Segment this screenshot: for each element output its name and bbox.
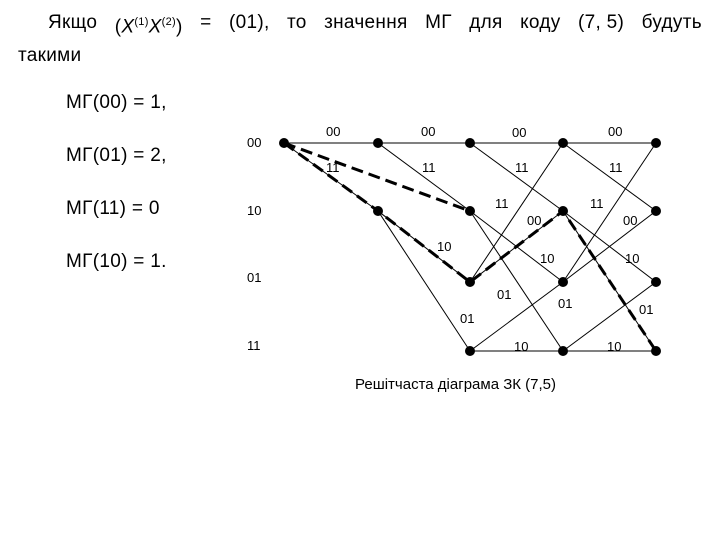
branch-label: 01 bbox=[639, 302, 654, 317]
node bbox=[373, 138, 383, 148]
metric-10: МГ(10) = 1. bbox=[66, 251, 167, 272]
node bbox=[558, 346, 568, 356]
word: для bbox=[469, 12, 503, 33]
word: коду bbox=[520, 12, 561, 33]
branch-label: 01 bbox=[558, 296, 573, 311]
node bbox=[465, 138, 475, 148]
dashed-path bbox=[283, 141, 658, 352]
branch-label: 11 bbox=[422, 160, 436, 175]
trellis-nodes bbox=[279, 138, 661, 356]
word: будуть bbox=[641, 12, 702, 33]
branch-label: 11 bbox=[609, 160, 623, 175]
metric-01: МГ(01) = 2, bbox=[66, 145, 167, 166]
node bbox=[558, 138, 568, 148]
dashed-path bbox=[283, 141, 471, 213]
word: = bbox=[200, 12, 212, 33]
branch-label: 00 bbox=[421, 124, 436, 139]
node bbox=[465, 277, 475, 287]
state-label: 01 bbox=[247, 270, 262, 285]
branch bbox=[469, 142, 564, 283]
branch bbox=[469, 281, 564, 352]
branch-label: 11 bbox=[326, 160, 340, 175]
node bbox=[373, 206, 383, 216]
metric-11: МГ(11) = 0 bbox=[66, 198, 160, 219]
branch bbox=[562, 142, 657, 212]
branch-label: 10 bbox=[540, 251, 555, 266]
word: МГ bbox=[425, 12, 452, 33]
state-label: 11 bbox=[247, 338, 261, 353]
word: (7, 5) bbox=[577, 12, 625, 33]
trellis-branches bbox=[283, 142, 657, 352]
intro-line-2: такими bbox=[18, 45, 82, 67]
node bbox=[651, 206, 661, 216]
diagram-caption: Решітчаста діаграма ЗК (7,5) bbox=[355, 376, 557, 393]
word: то bbox=[287, 12, 307, 33]
node bbox=[465, 206, 475, 216]
survivor-paths bbox=[283, 141, 658, 352]
state-label: 10 bbox=[247, 203, 262, 218]
node bbox=[279, 138, 289, 148]
branch bbox=[562, 210, 657, 283]
branch-label: 00 bbox=[623, 213, 638, 228]
node bbox=[465, 346, 475, 356]
branch bbox=[562, 142, 657, 283]
state-label: 00 bbox=[247, 135, 262, 150]
branch bbox=[562, 281, 657, 352]
branch bbox=[377, 210, 471, 352]
node bbox=[651, 277, 661, 287]
branch-label: 10 bbox=[625, 251, 640, 266]
word-pair: (X(1)X(2)) bbox=[114, 16, 183, 38]
branch-label: 10 bbox=[607, 339, 622, 354]
node bbox=[651, 346, 661, 356]
branch-label: 01 bbox=[460, 311, 475, 326]
branch bbox=[469, 210, 564, 352]
branch-label: 00 bbox=[527, 213, 542, 228]
branch-label: 01 bbox=[497, 287, 512, 302]
branch-label: 11 bbox=[515, 160, 529, 175]
branch-label: 00 bbox=[326, 124, 341, 139]
intro-text: Якщо (X(1)X(2)) = (01), то значення МГ д… bbox=[18, 8, 702, 70]
metric-00: МГ(00) = 1, bbox=[66, 92, 167, 113]
node bbox=[558, 206, 568, 216]
branch bbox=[377, 142, 471, 212]
word: значення bbox=[324, 12, 408, 33]
node bbox=[558, 277, 568, 287]
branch-label: 00 bbox=[608, 124, 623, 139]
branch-label: 11 bbox=[495, 196, 509, 211]
word: (01), bbox=[228, 12, 270, 33]
intro-line-1: Якщо (X(1)X(2)) = (01), то значення МГ д… bbox=[18, 8, 702, 41]
branch bbox=[469, 142, 564, 212]
branch-label: 00 bbox=[512, 125, 527, 140]
branch-label: 10 bbox=[437, 239, 452, 254]
node bbox=[651, 138, 661, 148]
branch-label: 10 bbox=[514, 339, 529, 354]
word: Якщо bbox=[48, 12, 98, 33]
branch-label: 11 bbox=[590, 196, 604, 211]
